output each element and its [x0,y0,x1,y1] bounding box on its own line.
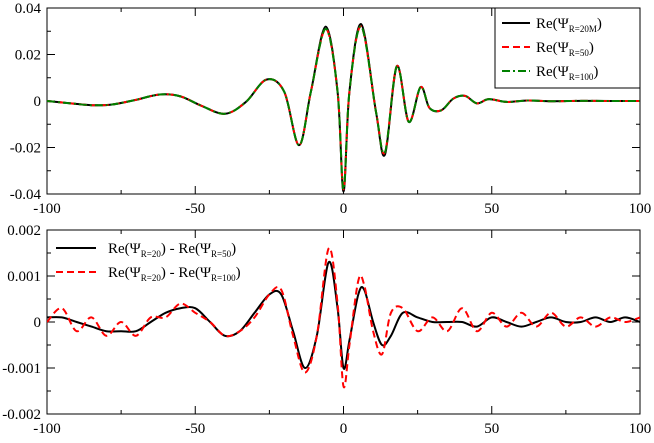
y-tick-label: -0.002 [2,407,41,423]
y-tick-label: -0.02 [10,141,41,157]
x-tick-label: 50 [484,201,499,217]
y-tick-label: 0 [34,94,42,110]
series-line-3 [47,25,640,191]
legend-label-2: Re(ΨR=20) - Re(ΨR=100) [108,265,241,283]
y-tick-label: 0 [34,315,42,331]
y-tick-label: 0.001 [7,269,41,285]
legend-label-3: Re(ΨR=100) [536,64,598,82]
x-tick-label: -50 [185,201,205,217]
x-tick-label: 100 [629,201,652,217]
x-tick-label: 100 [629,421,652,437]
legend: Re(ΨR=20) - Re(ΨR=50) Re(ΨR=20) - Re(ΨR=1… [56,241,241,283]
bottom-panel: -100 -50 0 50 100 -0.002 -0.001 0 0.001 0.002 Re(Ψ… [2,223,651,437]
x-tick-label: 0 [340,421,348,437]
x-tick-label: -100 [33,421,61,437]
top-panel: -100 -50 0 50 100 -0.04 -0.02 0 0.02 0.04 Re(ΨR=20… [10,1,652,217]
legend-label-1: Re(ΨR=20) - Re(ΨR=50) [108,241,236,259]
y-tick-label: 0.04 [15,1,42,17]
y-tick-label: -0.04 [10,187,42,203]
x-tick-label: -50 [185,421,205,437]
y-tick-label: -0.001 [2,361,41,377]
legend-label-1: Re(ΨR=20M) [536,16,602,34]
x-tick-label: -100 [33,201,61,217]
y-tick-label: 0.002 [7,223,41,239]
series-line-2 [47,247,640,389]
x-tick-label: 50 [484,421,499,437]
x-tick-label: 0 [340,201,348,217]
y-tick-label: 0.02 [15,48,41,64]
legend: Re(ΨR=20M) Re(ΨR=50) Re(ΨR=100) [494,7,641,89]
legend-label-2: Re(ΨR=50) [536,40,594,58]
